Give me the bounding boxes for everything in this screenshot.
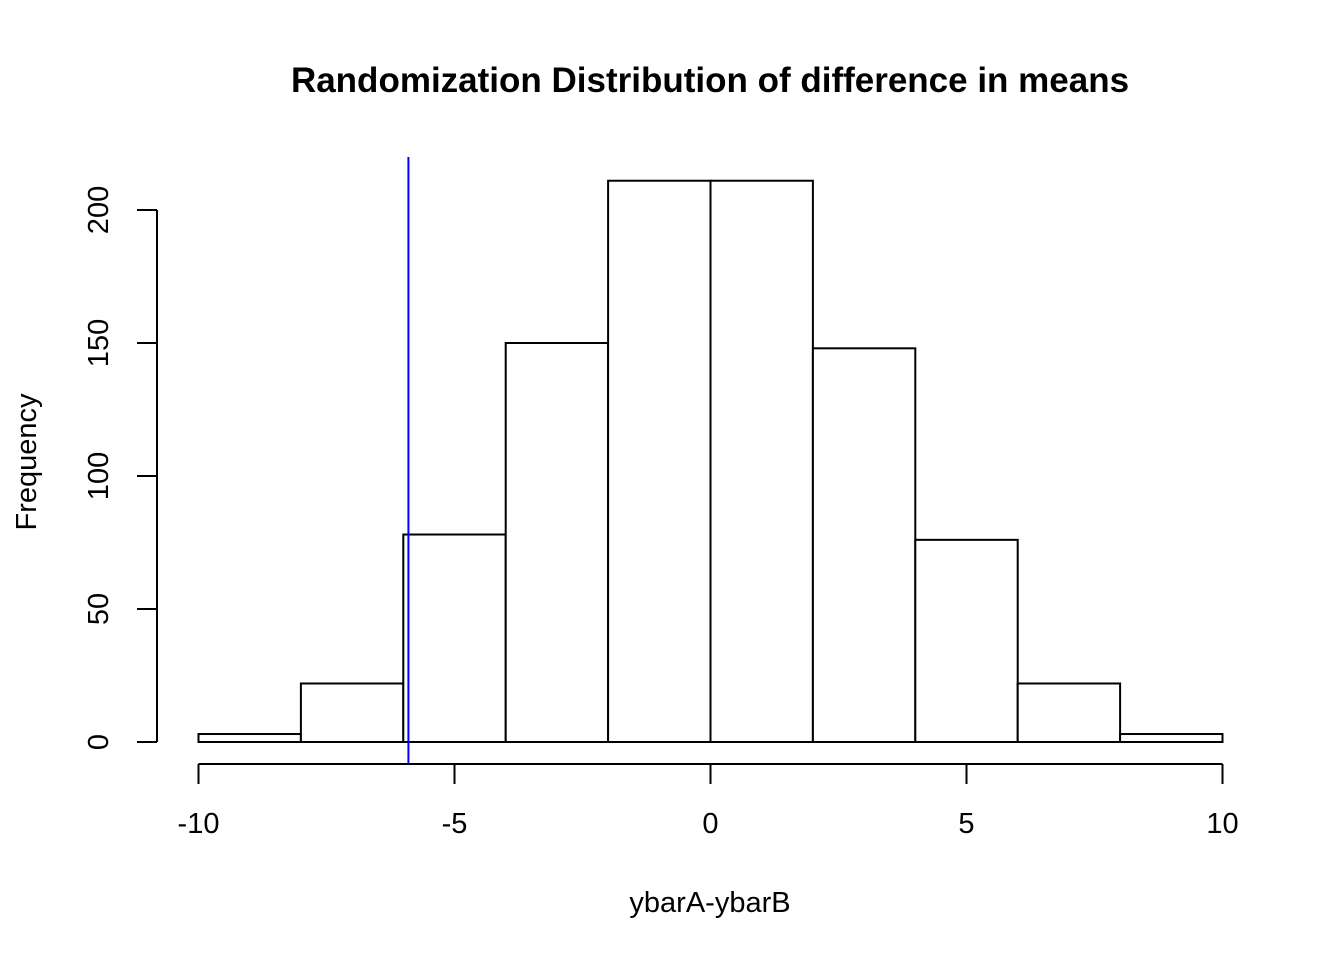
x-axis-label: ybarA-ybarB <box>629 887 790 919</box>
histogram-bar-7 <box>811 347 917 743</box>
histogram-bar-2 <box>299 682 405 743</box>
chart-title: Randomization Distribution of difference… <box>291 61 1129 100</box>
x-axis: -10 -5 0 5 10 <box>178 763 1239 840</box>
y-tick-label: 0 <box>83 734 115 750</box>
x-tick-label: 10 <box>1206 808 1238 840</box>
x-tick-label: -10 <box>178 808 220 840</box>
y-tick-label: 50 <box>83 593 115 625</box>
y-axis: 0 50 100 150 200 <box>83 186 158 750</box>
histogram-bar-3 <box>402 533 507 744</box>
histogram-bar-10 <box>1119 733 1224 744</box>
histogram-bars <box>197 179 1224 744</box>
x-tick-label: -5 <box>442 808 468 840</box>
y-tick-label: 200 <box>83 186 115 234</box>
histogram-bar-8 <box>914 538 1019 744</box>
histogram-bar-4 <box>504 342 610 743</box>
y-tick-label: 100 <box>83 452 115 500</box>
x-tick-label: 5 <box>958 808 974 840</box>
histogram-bar-5 <box>607 179 712 744</box>
histogram-bar-6 <box>709 179 814 744</box>
histogram-bar-1 <box>197 733 302 744</box>
x-tick-label: 0 <box>702 808 718 840</box>
y-tick-label: 150 <box>83 319 115 367</box>
y-axis-label: Frequency <box>11 393 43 531</box>
histogram-bar-9 <box>1016 682 1122 743</box>
